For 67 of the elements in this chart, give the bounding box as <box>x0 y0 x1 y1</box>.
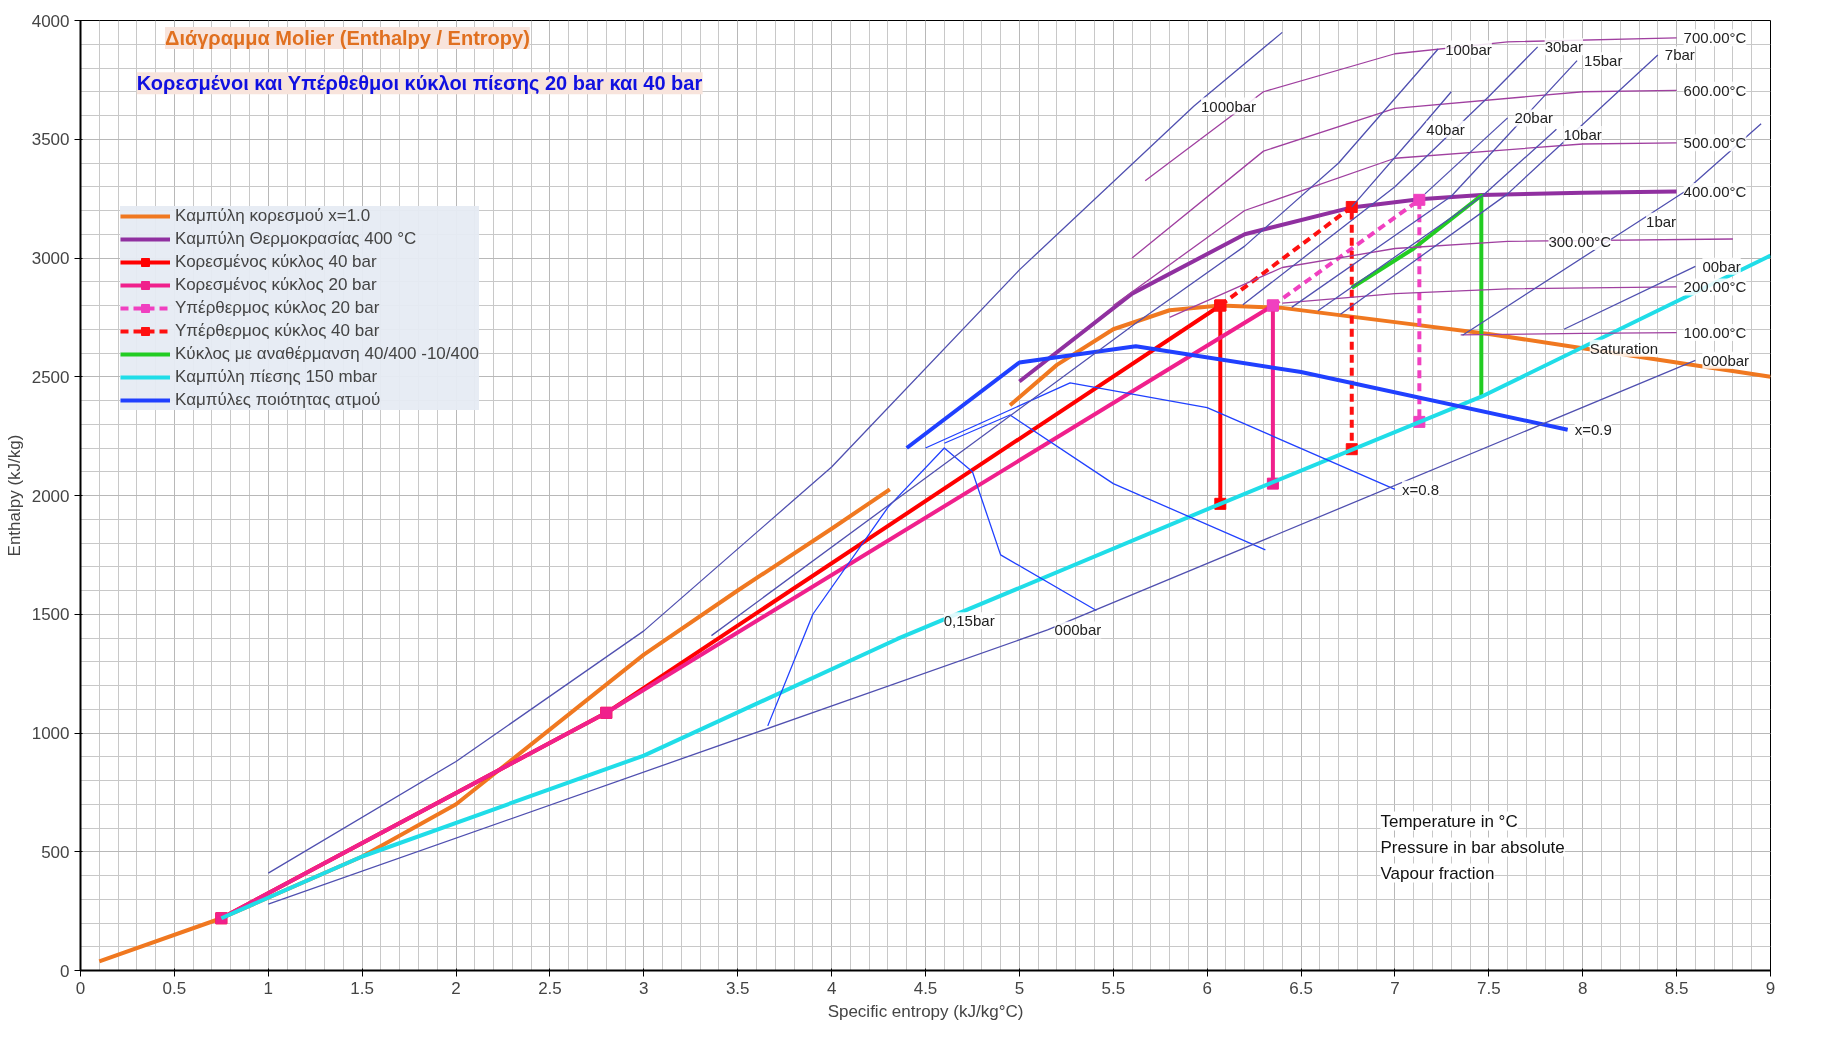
annotation: 0,15bar <box>943 612 995 630</box>
x-tick-label: 6.5 <box>1289 978 1313 998</box>
legend-label: Κύκλος με αναθέρμανση 40/400 -10/400 <box>175 344 479 364</box>
annotation: 00bar <box>1702 257 1741 275</box>
legend-label: Καμπύλη κορεσμού x=1.0 <box>175 206 371 226</box>
legend-label: Υπέρθερμος κύκλος 20 bar <box>175 298 380 318</box>
annotation: 400.00°C <box>1683 183 1747 200</box>
annotation: 100.00°C <box>1683 324 1747 342</box>
annotation: 000bar <box>1702 351 1750 369</box>
y-tick-label: 3500 <box>31 130 70 150</box>
legend-label: Υπέρθερμος κύκλος 40 bar <box>175 321 380 341</box>
annotation: 20bar <box>1514 109 1553 127</box>
x-axis-title: Specific entropy (kJ/kg°C) <box>827 1001 1024 1021</box>
legend-label: Καμπύλη Θερμοκρασίας 400 °C <box>175 229 417 249</box>
x-tick-label: 9 <box>1765 978 1776 998</box>
x-tick-label: 8.5 <box>1664 978 1689 998</box>
annotation: x=0.8 <box>1401 480 1440 498</box>
x-tick-label: 7.5 <box>1477 978 1501 998</box>
y-tick-label: 4000 <box>31 11 70 31</box>
annotation: 100bar <box>1445 40 1492 58</box>
annotation: 700.00°C <box>1683 29 1747 47</box>
annotation: Temperature in °C <box>1380 811 1518 831</box>
x-tick-label: 5 <box>1014 978 1025 998</box>
annotation: 15bar <box>1584 52 1623 70</box>
y-tick-label: 2000 <box>31 486 70 506</box>
y-tick-label: 1500 <box>31 605 70 625</box>
x-tick-label: 1.5 <box>350 978 374 998</box>
x-tick-label: 8 <box>1577 978 1588 998</box>
annotation: 10bar <box>1563 126 1602 143</box>
annotation: x=0.9 <box>1574 421 1612 439</box>
y-axis-title: Enthalpy (kJ/kg) <box>4 434 24 557</box>
y-tick-label: 0 <box>60 961 70 981</box>
y-tick-label: 500 <box>41 842 70 862</box>
legend-label: Κορεσμένος κύκλος 40 bar <box>175 252 377 272</box>
chart-title: Διάγραμμα Molier (Enthalpy / Entropy) <box>165 27 530 49</box>
x-tick-label: 0.5 <box>162 978 187 998</box>
annotation: 000bar <box>1054 621 1102 639</box>
annotation: 200.00°C <box>1683 278 1747 296</box>
x-tick-label: 1 <box>263 978 274 998</box>
annotation: Pressure in bar absolute <box>1380 837 1565 857</box>
annotation: Saturation <box>1589 339 1659 357</box>
annotation: 1bar <box>1646 212 1677 230</box>
legend-label: Καμπύλη πίεσης 150 mbar <box>175 367 378 387</box>
x-tick-label: 3.5 <box>725 978 750 998</box>
annotation: 30bar <box>1544 38 1584 56</box>
y-tick-label: 3000 <box>31 249 70 268</box>
legend-label: Καμπύλες ποιότητας ατμού <box>175 390 381 410</box>
x-tick-label: 4.5 <box>913 978 938 998</box>
annotation: 7bar <box>1664 46 1695 64</box>
annotation: Vapour fraction <box>1380 863 1495 883</box>
x-tick-label: 5.5 <box>1101 978 1126 998</box>
annotation: 300.00°C <box>1548 232 1612 250</box>
annotation: 1000bar <box>1201 97 1257 115</box>
x-tick-label: 2 <box>451 978 461 998</box>
annotation: 600.00°C <box>1683 81 1747 99</box>
legend-label: Κορεσμένος κύκλος 20 bar <box>175 275 377 295</box>
y-tick-label: 1000 <box>31 724 70 743</box>
x-tick-label: 4 <box>826 978 837 998</box>
text: Κορεσμένοι και Υπέρθεθμοι κύκλοι πίεσης 20 bar και 40 bar <box>136 72 703 95</box>
y-tick-label: 2500 <box>31 367 70 387</box>
x-tick-label: 0 <box>75 978 86 998</box>
x-tick-label: 7 <box>1390 978 1400 998</box>
x-tick-label: 2.5 <box>538 978 562 998</box>
x-tick-label: 6 <box>1202 978 1212 998</box>
x-tick-label: 3 <box>639 978 649 998</box>
annotation: 40bar <box>1426 120 1465 138</box>
annotation: 500.00°C <box>1683 134 1747 152</box>
